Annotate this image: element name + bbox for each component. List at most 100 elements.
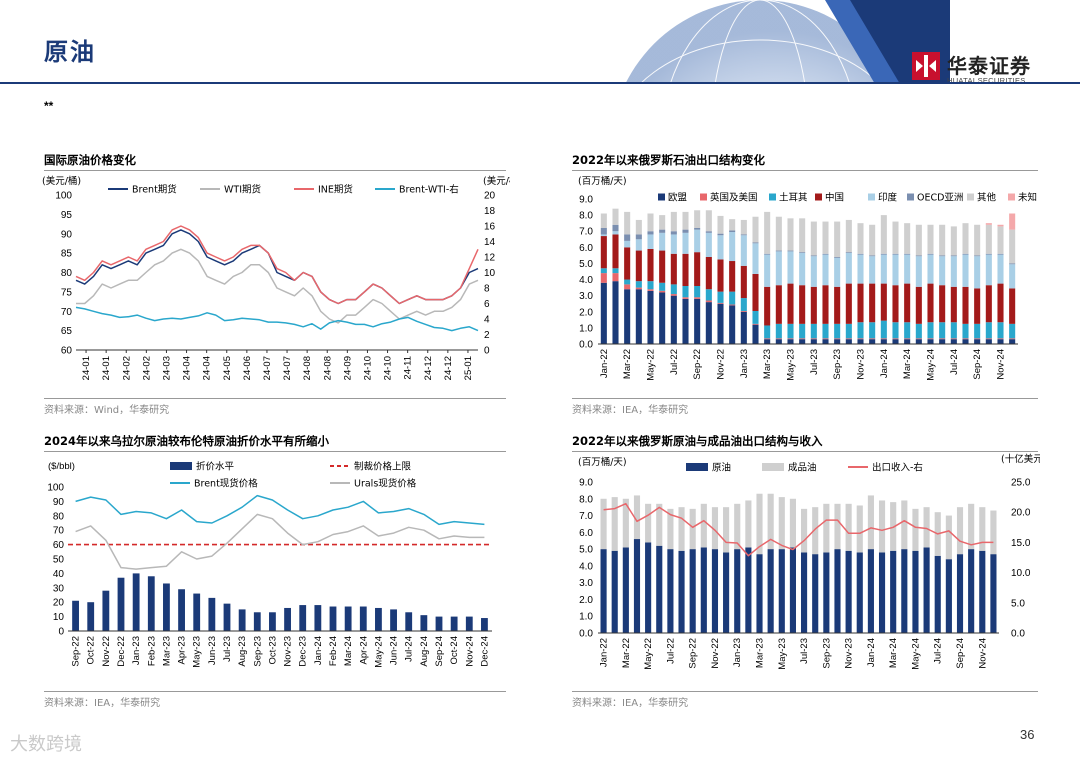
c2-legend-item-label: 未知 (1018, 192, 1037, 204)
c2-bar-oecd (787, 250, 794, 252)
c2-bar-item (962, 339, 969, 344)
c2-bar-item (810, 338, 817, 340)
c4-bar-item (656, 503, 663, 546)
c2-bar-item (962, 254, 969, 287)
c2-bar-item (705, 257, 712, 290)
panel1-rule (44, 170, 506, 171)
c2-bar-item (705, 289, 712, 301)
c2-xtick-label: Jan-24 (879, 349, 890, 378)
chart-russia-export-structure: (百万桶/天) 0.0 1.0 2.0 3.0 4.0 5.0 6.0 7.0 8.0 9.0 Jan… (578, 175, 1037, 381)
c2-bar-item (799, 338, 806, 340)
c1-xtick-label: 24-10 (362, 356, 373, 380)
c1-ytick-left: 65 (61, 326, 73, 337)
c2-bar-item (845, 252, 852, 284)
c2-ytick: 5.0 (579, 259, 593, 270)
c2-bar-item (635, 219, 642, 235)
c2-bar-item (904, 338, 911, 340)
c2-legend-item-label: 中国 (825, 192, 844, 204)
c2-bar-item (670, 253, 677, 285)
c2-bar-item (880, 215, 887, 254)
c3-line-urals (75, 513, 485, 570)
c4-bar-item (812, 507, 819, 555)
c4-legend-crude-swatch (686, 463, 708, 471)
c1-xtick-label: 24-03 (161, 356, 172, 380)
c2-ytick: 2.0 (579, 307, 593, 318)
c2-bar-item (729, 305, 736, 344)
c2-bar-oecd (635, 234, 642, 240)
c4-bar-item (979, 507, 986, 551)
c4-bar-item (767, 549, 774, 633)
c2-xtick-label: Mar-23 (762, 349, 773, 379)
c2-bar-item (682, 253, 689, 286)
c2-bar-oecd (764, 253, 771, 255)
c2-bar-item (752, 324, 759, 344)
panel3-rule (44, 451, 506, 452)
c1-ytick-left: 70 (61, 307, 73, 318)
c2-bar-item (787, 339, 794, 344)
c2-bar-item (694, 298, 701, 344)
c4-xtick-label: Jan-24 (866, 638, 877, 667)
c2-xtick-label: May-23 (786, 349, 797, 381)
c2-bar-item (822, 339, 829, 344)
c1-xtick-label: 24-01 (101, 356, 112, 380)
c2-xtick-label: Nov-22 (716, 349, 727, 380)
c2-bar-item (927, 254, 934, 284)
c2-xtick-label: May-24 (926, 349, 937, 381)
c3-bar-discount (72, 600, 79, 631)
c4-line-revenue (603, 502, 994, 557)
c1-xtick-label: 24-10 (383, 356, 394, 380)
c2-bar-item (962, 338, 969, 340)
c4-bar-item (700, 547, 707, 633)
c4-bar-item (734, 549, 741, 633)
c2-bar-item (1009, 264, 1016, 289)
c2-bar-item (694, 297, 701, 299)
c2-bar-item (880, 283, 887, 321)
c2-bar-item (985, 322, 992, 339)
c2-bar-item (659, 290, 666, 293)
c2-bar-item (880, 254, 887, 284)
c2-bar-item (915, 224, 922, 256)
c4-ytick-left: 9.0 (579, 478, 593, 489)
c3-ytick: 30 (53, 583, 65, 594)
c4-bar-item (801, 552, 808, 633)
c2-bar-item (659, 292, 666, 344)
panel4-source: 资料来源：IEA，华泰研究 (572, 698, 689, 709)
c1-ytick-right: 14 (484, 237, 496, 248)
c2-bar-item (775, 339, 782, 344)
c4-xtick-label: Sep-24 (955, 638, 966, 669)
c2-bar-oecd (915, 255, 922, 257)
c2-bar-item (892, 285, 899, 323)
c4-bar-item (834, 503, 841, 550)
c2-bar-item (834, 257, 841, 287)
c1-xtick-label: 24-07 (262, 356, 273, 380)
c2-bar-item (834, 339, 841, 344)
c2-bar-item (764, 338, 771, 340)
c2-bar-item (612, 281, 619, 344)
c1-ytick-right: 12 (484, 253, 496, 264)
c2-bar-oecd (600, 228, 607, 235)
c3-bar-discount (208, 597, 216, 631)
c2-bar-item (857, 283, 864, 323)
c3-xtick-label: Feb-23 (146, 636, 157, 666)
c4-xtick-label: Sep-23 (821, 638, 832, 669)
c2-xtick-label: Nov-24 (996, 349, 1007, 380)
c4-bar-item (934, 555, 941, 633)
c1-legend-brent-label: Brent期货 (132, 184, 177, 196)
c2-bar-item (845, 339, 852, 344)
chart-urals-discount: ($/bbl) 0 10 20 30 40 50 60 70 80 90 100 Sep-22 Oct-2… (47, 461, 492, 668)
c3-bar-discount (375, 607, 382, 631)
c1-ylabel-left: (美元/桶) (42, 175, 81, 187)
c2-legend-item-label: 其他 (977, 192, 997, 204)
c2-bar-item (787, 218, 794, 251)
c2-bar-oecd (974, 255, 981, 257)
chart-russia-crude-products-revenue: (百万桶/天) (十亿美元) 0.0 1.0 2.0 3.0 4.0 5.0 6.0 7.0 8.0… (578, 453, 1040, 670)
c2-bar-item (834, 286, 841, 324)
c2-ytick: 8.0 (579, 211, 593, 222)
c2-bar-item (927, 322, 934, 339)
c1-ytick-right: 6 (484, 299, 490, 310)
c4-xtick-label: Nov-24 (977, 638, 988, 669)
c2-bar-item (612, 268, 619, 274)
c2-ytick: 3.0 (579, 291, 593, 302)
c4-bar-item (968, 503, 975, 550)
c2-bar-item (659, 282, 666, 291)
